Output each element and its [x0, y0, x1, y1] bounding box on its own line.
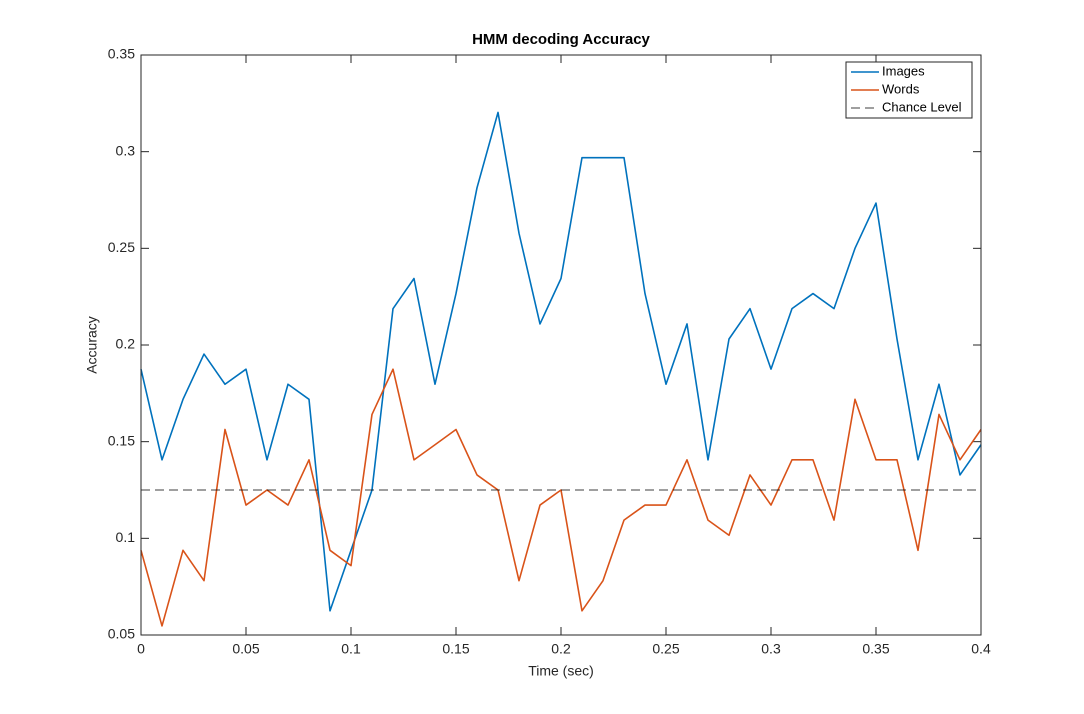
- x-tick-label: 0.1: [341, 641, 361, 657]
- y-tick-label: 0.25: [108, 239, 135, 255]
- y-tick-label: 0.05: [108, 626, 135, 642]
- y-tick-label: 0.2: [116, 336, 136, 352]
- y-axis-label: Accuracy: [84, 316, 100, 374]
- y-tick-label: 0.35: [108, 46, 135, 62]
- x-tick-label: 0.2: [551, 641, 571, 657]
- legend: Images Words Chance Level: [845, 61, 973, 119]
- y-tick-label: 0.15: [108, 432, 135, 448]
- y-tick-label: 0.1: [116, 529, 136, 545]
- x-tick-label: 0.3: [761, 641, 781, 657]
- legend-label: Images: [882, 63, 925, 78]
- data-line: [140, 111, 982, 612]
- chart-title: HMM decoding Accuracy: [472, 31, 650, 48]
- x-tick-label: 0.25: [652, 641, 679, 657]
- x-tick-label: 0.35: [862, 641, 889, 657]
- legend-label: Words: [882, 81, 920, 96]
- x-tick-label: 0.15: [442, 641, 469, 657]
- plot-frame: [140, 54, 982, 636]
- x-axis-label: Time (sec): [528, 663, 594, 679]
- x-tick-label: 0: [137, 641, 145, 657]
- x-tick-label: 0.05: [232, 641, 259, 657]
- legend-label: Chance Level: [882, 99, 962, 114]
- y-tick-label: 0.3: [116, 142, 136, 158]
- x-tick-label: 0.4: [971, 641, 991, 657]
